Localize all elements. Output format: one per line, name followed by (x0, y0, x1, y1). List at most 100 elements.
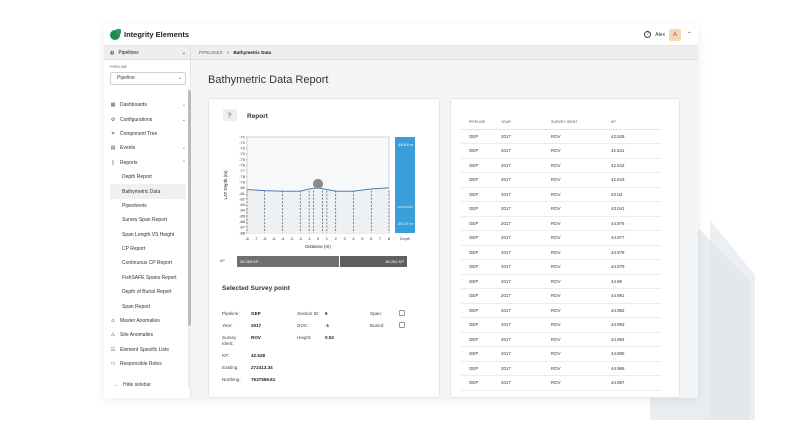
sidebar-subitem-label: CP Report (122, 246, 146, 253)
hide-sidebar-button[interactable]: ← Hide sidebar (114, 382, 151, 388)
chevron-icon: ⌄ (181, 145, 186, 152)
report-card: |‹ Report -71 -72 -73 -74 -75 -76 -77 -78 -79 -80… (208, 98, 440, 398)
column-header[interactable]: PIPELINE (461, 115, 501, 130)
table-row[interactable]: GEP 2017 ROV 42.528 (461, 129, 661, 144)
buried-checkbox[interactable] (399, 322, 405, 328)
chevron-up-icon[interactable]: ⌃ (686, 32, 692, 38)
sub-bar: ◍ Pipelines ⌄ PIPELINES > Bathymetric Da… (104, 45, 698, 60)
table-body: GEP 2017 ROV 42.528 GEP 2017 ROV 42.541 GEP 2017 R… (461, 129, 661, 391)
sidebar-subitem-label: Span Report (122, 303, 151, 310)
table-row[interactable]: GEP 2017 ROV 44.986 (461, 361, 661, 376)
brand-logo-icon (110, 28, 121, 40)
table-row[interactable]: GEP 2017 ROV 44.982 (461, 303, 661, 318)
help-icon[interactable]: ? (644, 31, 652, 38)
sidebar-item-master-anomalies[interactable]: ⚠ Master Anomalies (110, 314, 186, 328)
collapse-left-icon[interactable]: |‹ (223, 109, 237, 121)
year-field-value: 2017 (251, 323, 262, 328)
sidebar-subitem-pipesheets[interactable]: Pipesheets (110, 199, 186, 213)
sidebar-nav: ▦ Dashboards ⌄ ⚙ Configurations ⌄ ⌗ Component T… (110, 98, 186, 371)
scrollbar-thumb[interactable] (188, 90, 191, 326)
table-cell: ROV (551, 143, 611, 159)
table-cell: ROV (551, 303, 611, 318)
sidebar-subitem-cp-report[interactable]: CP Report (110, 242, 186, 256)
section-field-value: 6 (325, 311, 328, 316)
table-cell: ROV (551, 216, 611, 231)
sidebar-item-events[interactable]: ▤ Events ⌄ (110, 141, 186, 155)
table-cell: ROV (551, 259, 611, 275)
sidebar-item-label: Dashboards (120, 102, 147, 109)
sidebar-item-responsible-roles[interactable]: ⚇ Responsible Roles (110, 357, 186, 371)
avatar[interactable]: A (668, 28, 681, 41)
table-row[interactable]: GEP 2017 ROV 43.0d (461, 187, 661, 202)
sidebar-item-reports[interactable]: ▯ Reports ⌃ (110, 156, 186, 170)
table-row[interactable]: GEP 2017 ROV 44.987 (461, 375, 661, 391)
table-cell: 44.981 (611, 288, 661, 304)
table-row[interactable]: GEP 2017 ROV 44.981 (461, 288, 661, 304)
table-cell: GEP (461, 230, 501, 246)
table-cell: 44.987 (611, 375, 661, 391)
sidebar-subitem-depth-report[interactable]: Depth Report (110, 170, 186, 184)
pipelines-dropdown[interactable]: ◍ Pipelines ⌄ (104, 45, 191, 60)
pipe-marker[interactable] (313, 178, 323, 189)
x-tick-label: 4 (352, 236, 355, 241)
kp-range-slider[interactable]: 36.263 KP 46.262 KP (237, 256, 407, 267)
table-row[interactable]: GEP 2017 ROV 43.041 (461, 201, 661, 217)
y-tick-label: -76 (239, 163, 246, 168)
table-row[interactable]: GEP 2017 ROV 42.541 (461, 143, 661, 159)
table-row[interactable]: GEP 2017 ROV 44.983 (461, 317, 661, 333)
table-row[interactable]: GEP 2017 ROV 44.985 (461, 346, 661, 362)
pipeline-select[interactable]: Pipeline ⌄ (110, 72, 186, 85)
table-cell: 2017 (501, 230, 551, 246)
chevron-icon: ⌄ (181, 116, 186, 123)
table-cell: 44.983 (611, 317, 661, 333)
sidebar-subitem-continuous-cp-report[interactable]: Continuous CP Report (110, 256, 186, 270)
table-cell: GEP (461, 274, 501, 289)
depth-scale-bar (395, 137, 415, 233)
column-header[interactable]: YEAR (501, 115, 551, 130)
kp-field-label: KP: (222, 353, 230, 358)
table-row[interactable]: GEP 2017 ROV 44.976 (461, 216, 661, 231)
table-row[interactable]: GEP 2017 ROV 42.542 (461, 158, 661, 173)
table-row[interactable]: GEP 2017 ROV 44.98 (461, 274, 661, 289)
y-tick-label: -81 (239, 191, 246, 196)
sidebar-item-component-tree[interactable]: ⌗ Component Tree (110, 127, 186, 141)
table-cell: ROV (551, 375, 611, 391)
survey-ident-value: ROV (251, 335, 261, 340)
y-tick-label: -86 (239, 219, 246, 224)
table-row[interactable]: GEP 2017 ROV 42.543 (461, 172, 661, 188)
sidebar-item-element-specific-lists[interactable]: ☷ Element Specific Lists (110, 343, 186, 357)
table-cell: GEP (461, 172, 501, 188)
table-cell: ROV (551, 172, 611, 188)
table-cell: 2017 (501, 187, 551, 202)
table-cell: ROV (551, 346, 611, 362)
sidebar-item-dashboards[interactable]: ▦ Dashboards ⌄ (110, 98, 186, 112)
sidebar-subitem-span-report[interactable]: Span Report (110, 299, 186, 313)
column-header[interactable]: KP (611, 115, 661, 130)
table-cell: 44.982 (611, 303, 661, 318)
buried-label: Buried: (370, 323, 385, 328)
survey-ident-label-1: Survey (222, 335, 237, 340)
sidebar-subitem-depth-of-burial-report[interactable]: Depth of Burial Report (110, 285, 186, 299)
main-content: Bathymetric Data Report |‹ Report -71 -72… (191, 60, 698, 398)
user-name[interactable]: Alex (655, 31, 665, 38)
sidebar-subitem-span-length-vs-height[interactable]: Span Length VS Height (110, 228, 186, 242)
table-row[interactable]: GEP 2017 ROV 44.984 (461, 332, 661, 347)
table-row[interactable]: GEP 2017 ROV 44.977 (461, 230, 661, 246)
sidebar-subitem-survey-span-report[interactable]: Survey Span Report (110, 213, 186, 227)
calendar-icon: ▤ (110, 145, 116, 152)
table-row[interactable]: GEP 2017 ROV 44.978 (461, 245, 661, 260)
span-checkbox[interactable] (399, 310, 405, 316)
table-cell: 2017 (501, 172, 551, 188)
table-cell: ROV (551, 245, 611, 260)
sidebar-subitem-fishsafe-spans-report[interactable]: FishSAFE Spans Report (110, 271, 186, 285)
breadcrumb-pipelines[interactable]: PIPELINES (199, 50, 223, 55)
y-tick-label: -85 (239, 213, 246, 218)
sidebar-subitem-label: Span Length VS Height (122, 231, 175, 238)
table-row[interactable]: GEP 2017 ROV 44.979 (461, 259, 661, 275)
sidebar-subitem-bathymetric-data[interactable]: Bathymetric Data (110, 184, 186, 199)
tree-icon: ⌗ (111, 130, 115, 137)
column-header[interactable]: SURVEY IDENT (551, 115, 611, 130)
sidebar-item-label: Responsible Roles (120, 361, 162, 368)
sidebar-item-configurations[interactable]: ⚙ Configurations ⌄ (110, 112, 186, 126)
sidebar-item-site-anomalies[interactable]: ⚠ Site Anomalies (110, 328, 186, 342)
